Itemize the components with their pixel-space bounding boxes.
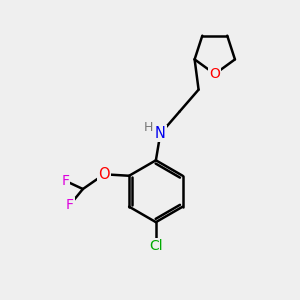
Text: H: H [143,121,153,134]
Text: O: O [209,67,220,81]
Text: O: O [98,167,110,182]
Text: Cl: Cl [149,239,163,253]
Text: F: F [61,174,69,188]
Text: F: F [66,198,74,212]
Text: N: N [155,126,166,141]
